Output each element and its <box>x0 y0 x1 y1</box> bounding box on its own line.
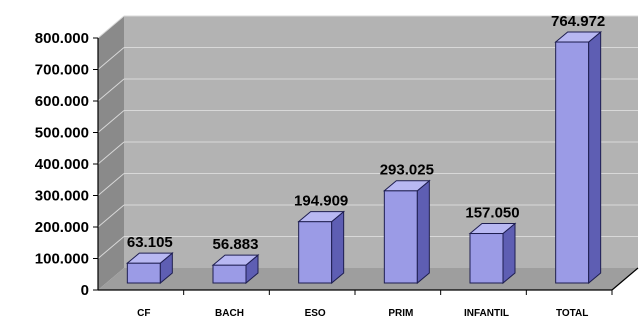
gridline-side <box>97 15 125 39</box>
bar-infantil <box>468 222 517 285</box>
gridline-side <box>97 173 125 196</box>
data-label: 194.909 <box>294 193 348 210</box>
y-tick-label: 200.000 <box>35 219 89 236</box>
y-tick-label: 400.000 <box>35 156 89 173</box>
y-tick-label: 500.000 <box>35 125 89 142</box>
bars <box>125 30 603 285</box>
gridline-side <box>97 236 125 259</box>
y-tick-label: 0 <box>81 282 89 299</box>
bar-top <box>468 223 517 235</box>
gridline-side <box>97 47 125 70</box>
y-tick-label: 800.000 <box>35 30 89 47</box>
bar-bach <box>211 254 260 285</box>
bar-front <box>383 190 418 284</box>
axes <box>93 37 639 295</box>
bar-eso <box>297 210 346 285</box>
x-tick-label: PRIM <box>388 308 413 319</box>
gridline-side <box>97 78 125 102</box>
gridline-side <box>97 110 125 133</box>
x-tick-label: INFANTIL <box>464 308 509 319</box>
data-label: 157.050 <box>465 205 519 222</box>
y-tick-label: 700.000 <box>35 62 89 79</box>
bar-top <box>382 180 431 192</box>
bar-top <box>554 31 603 43</box>
bar-cf <box>125 252 174 285</box>
bar-top <box>297 211 346 223</box>
data-label: 56.883 <box>213 236 259 253</box>
y-tick-label: 100.000 <box>35 251 89 268</box>
data-label: 764.972 <box>551 13 605 30</box>
bar-front <box>212 264 247 284</box>
gridline-side <box>97 204 125 228</box>
bar-top <box>125 252 174 264</box>
x-tick-label: CF <box>137 308 150 319</box>
grid-lines <box>97 15 638 259</box>
y-tick-label: 300.000 <box>35 188 89 205</box>
bar-front <box>126 262 161 284</box>
x-tick-label: ESO <box>305 308 326 319</box>
y-tick-label: 600.000 <box>35 93 89 110</box>
bar-side <box>416 179 430 285</box>
x-tick-label: BACH <box>215 308 244 319</box>
bar-total <box>554 30 603 285</box>
bar-top <box>211 254 260 266</box>
bar-front <box>555 41 590 284</box>
data-label: 63.105 <box>127 234 173 251</box>
bar-front <box>298 221 333 284</box>
labels: 0 100.000 200.000 300.000 400.000 500.000 600.… <box>35 13 606 319</box>
x-axis-depth-line <box>611 267 639 291</box>
data-label: 293.025 <box>380 162 434 179</box>
bar-side <box>588 30 602 285</box>
bar-front <box>469 233 504 284</box>
gridline-side <box>97 141 125 165</box>
x-tick-label: TOTAL <box>556 308 588 319</box>
bar-side <box>331 210 345 285</box>
bar-prim <box>382 179 431 285</box>
